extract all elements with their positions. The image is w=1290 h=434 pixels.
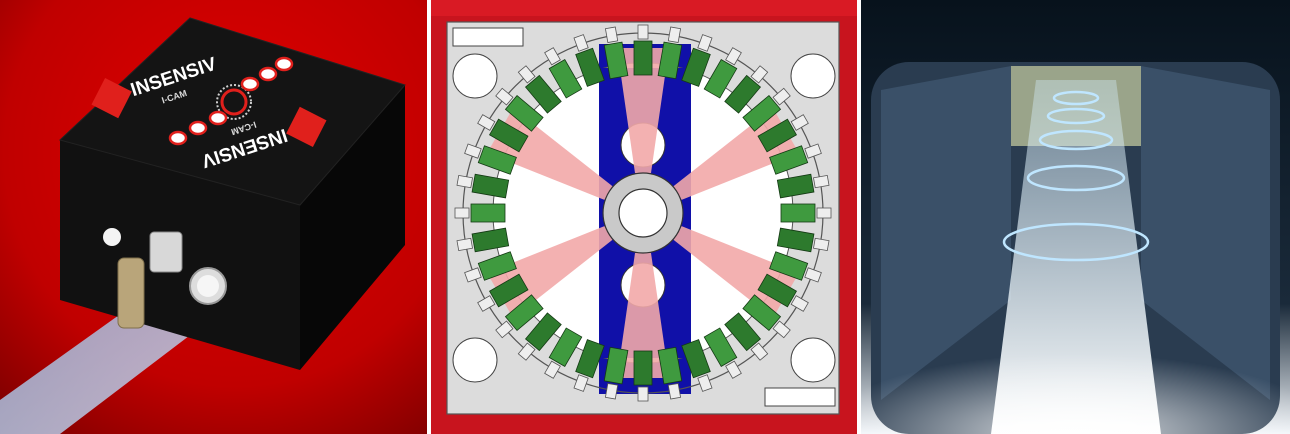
front-lamp [103,228,121,246]
conveyor-belt [0,300,210,434]
glass-bottles [1002,90,1150,262]
camera-module [757,114,809,153]
camera-module [464,143,517,175]
camera-module [544,47,583,99]
camera-module [757,273,809,312]
camera-module [456,173,510,199]
camera-module [769,251,822,283]
camera-unit-photo: INSENSIV I-CAM INSENSIV I-CAM [0,0,427,434]
housing-side-face [300,85,405,370]
camera-module [681,339,713,392]
camera-module [776,173,830,199]
camera-module [742,294,791,339]
camera-module [454,203,506,223]
camera-module [464,251,517,283]
camera-module [780,203,832,223]
camera-module [603,346,629,400]
camera-module [633,24,653,76]
camera-modules [454,24,832,402]
camera-module [742,87,791,132]
round-window-lens [197,275,219,297]
camera-module [703,327,742,379]
camera-module [603,26,629,80]
bottle-guide [149,231,183,273]
bottle [117,257,145,329]
camera-module [456,227,510,253]
camera-module [633,350,653,402]
camera-module [495,87,544,132]
camera-module [477,114,529,153]
housing-top-face [59,17,406,206]
light-beam [617,48,669,173]
camera-module [657,346,683,400]
light-beam [617,253,669,378]
led-indicators [168,56,294,146]
camera-module [517,65,562,114]
sensor-ring-cad-drawing [431,0,857,434]
camera-module [477,273,529,312]
camera-module [573,339,605,392]
camera-module [681,34,713,87]
camera-module [724,65,769,114]
camera-module [517,312,562,361]
camera-module [703,47,742,99]
camera-module [573,34,605,87]
camera-module [495,294,544,339]
camera-module [724,312,769,361]
camera-module [544,327,583,379]
camera-module [769,143,822,175]
camera-module [657,26,683,80]
camera-module [776,227,830,253]
sunburst-emblem [216,84,252,120]
bottle-inspection-tunnel-photo [861,0,1290,434]
